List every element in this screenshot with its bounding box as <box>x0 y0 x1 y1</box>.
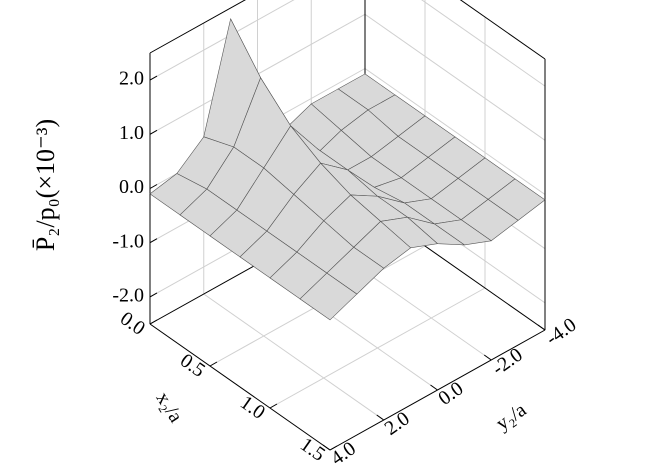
tick-mark <box>376 414 385 421</box>
y-tick-label: -4.0 <box>542 314 581 350</box>
y-tick-label: 2.0 <box>381 407 414 439</box>
tick-mark <box>209 361 218 367</box>
tick-mark <box>322 444 331 451</box>
z-tick-label: 2.0 <box>119 68 144 90</box>
x-tick-label: 1.0 <box>236 391 269 423</box>
x-axis-label: x₂/a <box>152 388 187 426</box>
grid-line <box>364 13 546 141</box>
z-axis-label: P̄₂/p₀(×10⁻³) <box>31 119 60 251</box>
y-tick-label: 4.0 <box>327 437 360 469</box>
tick-mark <box>149 75 158 81</box>
grid-line <box>364 68 546 195</box>
z-tick-label: -1.0 <box>112 230 144 252</box>
z-tick-label: -2.0 <box>112 284 144 306</box>
x-tick-label: 0.0 <box>116 307 149 339</box>
tick-mark <box>430 384 438 391</box>
tick-mark <box>149 184 158 189</box>
x-tick-label: 1.5 <box>296 433 329 465</box>
tick-mark <box>483 354 492 361</box>
surface-patch <box>299 272 358 321</box>
grid-line <box>203 293 385 421</box>
y-axis-label: y₂/a <box>492 399 530 435</box>
y-tick-label: -2.0 <box>488 344 527 380</box>
z-tick-label: 1.0 <box>119 122 144 144</box>
grid-line <box>421 0 546 87</box>
tick-mark <box>537 324 546 331</box>
tick-mark <box>149 292 158 298</box>
y-tick-label: 0.0 <box>434 377 467 409</box>
x-axis-line <box>149 323 331 451</box>
tick-mark <box>329 445 338 451</box>
box-edge <box>459 0 546 60</box>
tick-mark <box>149 129 158 135</box>
tick-mark <box>149 238 158 244</box>
z-tick-label: 0.0 <box>119 176 144 198</box>
tick-mark <box>269 403 278 409</box>
box-edge <box>149 0 246 54</box>
x-tick-label: 0.5 <box>176 349 209 381</box>
tick-mark <box>149 319 158 325</box>
